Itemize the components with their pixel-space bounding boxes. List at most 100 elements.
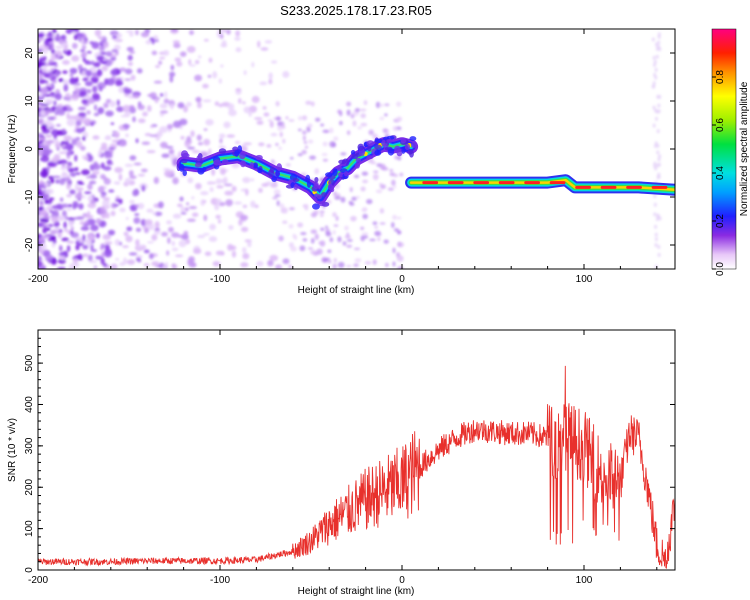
spectrogram-noise-blob bbox=[141, 141, 151, 145]
spectrogram-noise-blob bbox=[164, 91, 168, 99]
spectrogram-noise-blob bbox=[114, 166, 123, 173]
spectrogram-noise-blob bbox=[89, 180, 97, 185]
spectrogram-noise-blob bbox=[146, 150, 156, 154]
spectrogram-noise-blob bbox=[64, 44, 68, 52]
spectrogram-noise-blob bbox=[151, 37, 155, 45]
spectrogram-noise-blob bbox=[154, 39, 159, 43]
spectrogram-noise-blob bbox=[58, 259, 62, 264]
spectrogram-track-blob bbox=[257, 167, 263, 174]
spectrogram-noise-blob bbox=[70, 93, 80, 101]
spectrogram-noise-blob bbox=[38, 118, 45, 125]
spectrogram-noise-blob bbox=[102, 199, 110, 207]
spectrogram-noise-blob bbox=[154, 97, 159, 104]
spectrogram-noise-blob bbox=[658, 94, 662, 99]
snr-y-tick-label: 500 bbox=[24, 354, 35, 371]
spectrogram-noise-blob bbox=[55, 54, 59, 57]
colorbar-gradient bbox=[711, 28, 737, 270]
spectrogram-noise-blob bbox=[170, 64, 175, 71]
spectrogram-noise-blob bbox=[77, 106, 87, 111]
spectrogram-noise-blob bbox=[381, 166, 389, 171]
spectrogram-noise-blob bbox=[42, 193, 50, 198]
spectrogram-noise-blob bbox=[53, 153, 61, 161]
spectrogram-noise-blob bbox=[219, 133, 226, 139]
spectrogram-noise-blob bbox=[161, 231, 168, 237]
spectrogram-noise-blob bbox=[143, 263, 150, 267]
spectrogram-track-blob bbox=[374, 144, 382, 150]
spectrogram-noise-blob bbox=[657, 103, 661, 108]
spectrogram-noise-blob bbox=[47, 161, 55, 167]
spectrogram-noise-blob bbox=[50, 43, 55, 51]
spectrogram-noise-blob bbox=[104, 205, 109, 211]
spectrogram-noise-blob bbox=[657, 245, 661, 250]
spectrogram-noise-blob bbox=[57, 103, 64, 108]
spectrogram-noise-blob bbox=[127, 54, 133, 61]
spectrogram-noise-blob bbox=[258, 187, 263, 193]
spectrogram-noise-blob bbox=[51, 48, 56, 55]
spectrogram-noise-blob bbox=[334, 196, 341, 200]
spectrogram-noise-blob bbox=[141, 184, 146, 192]
spectrogram-noise-blob bbox=[351, 196, 357, 201]
spectrogram-noise-blob bbox=[94, 29, 102, 37]
spectrogram-noise-blob bbox=[55, 179, 60, 184]
spectrogram-noise-blob bbox=[89, 174, 97, 180]
spectrogram-noise-blob bbox=[231, 250, 237, 258]
spectrogram-noise-blob bbox=[262, 106, 267, 110]
spectrogram-noise-blob bbox=[307, 247, 314, 250]
spectrogram-noise-blob bbox=[395, 101, 402, 107]
spectrogram-noise-blob bbox=[268, 72, 273, 80]
spectrogram-noise-blob bbox=[43, 120, 52, 125]
spectrogram-noise-blob bbox=[39, 210, 48, 216]
spectrogram-noise-blob bbox=[384, 113, 388, 117]
spectrogram-noise-blob bbox=[54, 226, 60, 231]
spectrogram-noise-blob bbox=[652, 84, 656, 89]
spectrogram-noise-blob bbox=[282, 138, 286, 144]
spectrogram-noise-blob bbox=[81, 45, 87, 50]
spectrogram-noise-blob bbox=[126, 259, 136, 265]
snr-frame bbox=[37, 329, 676, 571]
spectrogram-track-blob bbox=[350, 149, 356, 155]
spectrogram-noise-blob bbox=[101, 65, 109, 72]
spectrogram-noise-blob bbox=[146, 208, 154, 213]
spectrogram-noise-blob bbox=[247, 240, 252, 248]
spectrogram-track-blob bbox=[218, 148, 227, 154]
spectrogram-noise-blob bbox=[119, 207, 126, 213]
spectrogram-noise-blob bbox=[146, 105, 152, 112]
spectrogram-noise-blob bbox=[147, 93, 155, 97]
spectrogram-noise-blob bbox=[105, 98, 112, 104]
spectrogram-noise-blob bbox=[332, 212, 337, 218]
spectrogram-noise-blob bbox=[46, 69, 52, 73]
spectrogram-noise-blob bbox=[75, 136, 81, 141]
spectrogram-noise-blob bbox=[360, 186, 366, 192]
spectrogram-noise-blob bbox=[86, 50, 92, 54]
spectrogram-noise-blob bbox=[346, 109, 351, 116]
spectrogram-noise-blob bbox=[372, 259, 377, 265]
colorbar-tick-label: 0.6 bbox=[715, 118, 726, 132]
snr-x-tick-label: -200 bbox=[28, 575, 48, 586]
spectrogram-noise-blob bbox=[72, 82, 81, 86]
spectrogram-noise-blob bbox=[302, 238, 308, 242]
spectrogram-noise-blob bbox=[263, 112, 270, 117]
spectrogram-noise-blob bbox=[235, 47, 242, 53]
spectrogram-noise-blob bbox=[59, 159, 68, 164]
spectrogram-noise-blob bbox=[310, 212, 317, 218]
spectrogram-noise-blob bbox=[309, 155, 317, 160]
spectrogram-noise-blob bbox=[216, 185, 224, 189]
spectrogram-noise-blob bbox=[106, 78, 115, 86]
spectrogram-noise-blob bbox=[70, 232, 79, 238]
spectrogram-noise-blob bbox=[72, 200, 79, 209]
spectrogram-noise-blob bbox=[129, 155, 137, 161]
spectrogram-noise-blob bbox=[54, 110, 59, 116]
spectrogram-noise-blob bbox=[69, 262, 79, 267]
spectrogram-noise-blob bbox=[346, 101, 352, 107]
spectrogram-noise-blob bbox=[66, 208, 73, 211]
spectrogram-noise-blob bbox=[314, 233, 319, 240]
spectrogram-track-blob bbox=[271, 176, 278, 183]
spectrogram-noise-blob bbox=[47, 37, 54, 42]
spectrogram-noise-blob bbox=[288, 119, 295, 122]
spectrogram-noise-blob bbox=[161, 265, 167, 269]
spectrogram-noise-blob bbox=[315, 117, 321, 122]
spectrogram-track-blob bbox=[357, 143, 365, 151]
spectrogram-noise-blob bbox=[159, 110, 169, 114]
spectrogram-noise-blob bbox=[208, 236, 218, 243]
spectrogram-noise-blob bbox=[306, 126, 310, 130]
